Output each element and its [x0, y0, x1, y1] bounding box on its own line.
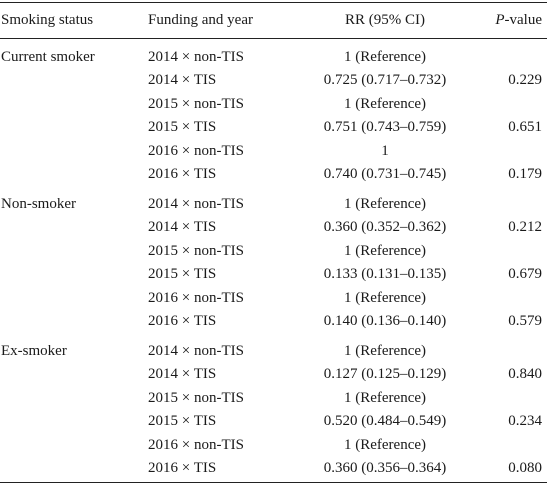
row-funding-year: 2015 × TIS [148, 119, 217, 136]
row-p-value: 0.234 [508, 413, 542, 430]
row-funding-year: 2014 × non-TIS [148, 343, 244, 359]
header-smoking-status: Smoking status [1, 12, 94, 28]
row-funding-year: 2015 × non-TIS [148, 242, 244, 259]
row-rr-ci: 1 (Reference) [343, 289, 427, 306]
row-rr-ci: 0.751 (0.743–0.759) [323, 119, 447, 136]
row-funding-year: 2015 × non-TIS [148, 95, 244, 112]
row-p-value: 0.579 [508, 313, 542, 329]
row-p-value: 0.651 [508, 119, 542, 136]
row-funding-year: 2014 × non-TIS [148, 196, 244, 212]
bottom-rule [0, 482, 547, 483]
header-rr-ci: RR (95% CI) [345, 12, 425, 28]
row-rr-ci: 1 (Reference) [343, 389, 427, 406]
header-rule [0, 38, 547, 39]
row-rr-ci: 0.725 (0.717–0.732) [323, 72, 447, 89]
row-rr-ci: 0.360 (0.356–0.364) [323, 460, 447, 476]
row-funding-year: 2015 × TIS [148, 266, 217, 283]
row-rr-ci: 1 (Reference) [343, 343, 427, 359]
row-rr-ci: 0.360 (0.352–0.362) [323, 219, 447, 236]
row-rr-ci: 0.133 (0.131–0.135) [323, 266, 447, 283]
row-funding-year: 2014 × TIS [148, 72, 217, 89]
row-rr-ci: 1 (Reference) [343, 196, 427, 212]
header-funding-year: Funding and year [148, 12, 253, 28]
row-rr-ci: 1 [381, 142, 389, 159]
row-funding-year: 2014 × non-TIS [148, 49, 244, 65]
row-p-value: 0.179 [508, 166, 542, 182]
row-funding-year: 2014 × TIS [148, 366, 217, 383]
row-rr-ci: 0.740 (0.731–0.745) [323, 166, 447, 182]
row-funding-year: 2016 × TIS [148, 460, 217, 476]
header-p-suffix: -value [504, 12, 542, 28]
row-p-value: 0.679 [508, 266, 542, 283]
row-funding-year: 2016 × non-TIS [148, 436, 244, 453]
row-rr-ci: 1 (Reference) [343, 95, 427, 112]
row-rr-ci: 0.127 (0.125–0.129) [323, 366, 447, 383]
row-funding-year: 2015 × non-TIS [148, 389, 244, 406]
row-funding-year: 2014 × TIS [148, 219, 217, 236]
top-rule [0, 2, 547, 3]
group-status-label: Ex-smoker [1, 343, 67, 359]
row-funding-year: 2016 × TIS [148, 166, 217, 182]
row-p-value: 0.840 [508, 366, 542, 383]
row-rr-ci: 0.140 (0.136–0.140) [323, 313, 447, 329]
row-rr-ci: 1 (Reference) [343, 436, 427, 453]
header-p-value: P-value [495, 11, 542, 29]
row-p-value: 0.080 [508, 460, 542, 476]
row-funding-year: 2016 × non-TIS [148, 289, 244, 306]
group-status-label: Current smoker [1, 49, 95, 65]
row-rr-ci: 1 (Reference) [343, 49, 427, 65]
row-funding-year: 2016 × non-TIS [148, 142, 244, 159]
row-p-value: 0.229 [508, 72, 542, 89]
row-rr-ci: 1 (Reference) [343, 242, 427, 259]
row-funding-year: 2015 × TIS [148, 413, 217, 430]
row-rr-ci: 0.520 (0.484–0.549) [323, 413, 447, 430]
row-p-value: 0.212 [508, 219, 542, 236]
group-status-label: Non-smoker [1, 196, 76, 212]
header-p-letter: P [495, 12, 505, 28]
row-funding-year: 2016 × TIS [148, 313, 217, 329]
